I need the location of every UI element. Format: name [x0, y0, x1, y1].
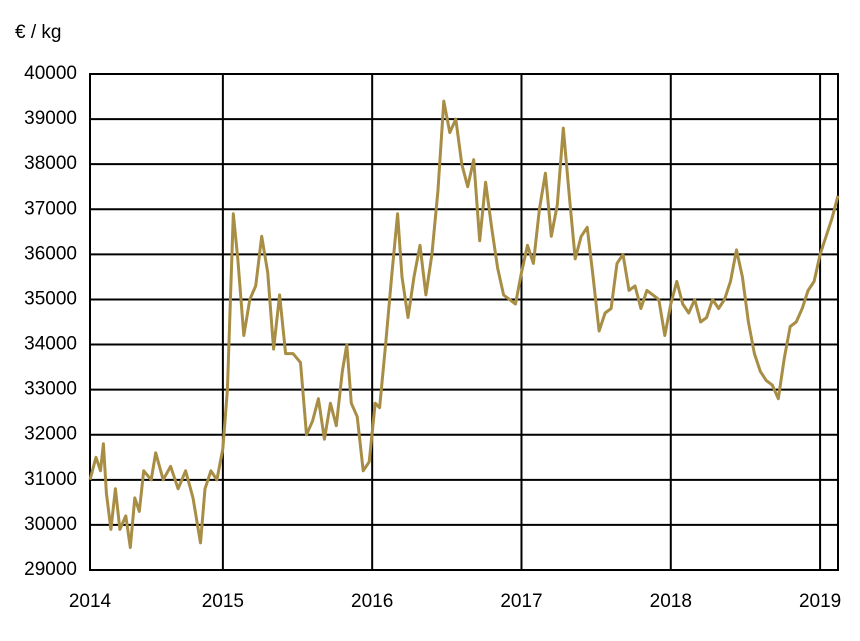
y-tick-label: 30000 [24, 514, 77, 535]
y-tick-label: 34000 [24, 334, 77, 355]
plot-frame [89, 73, 839, 571]
y-tick-label: 38000 [24, 153, 77, 174]
x-tick-label: 2018 [650, 591, 692, 612]
y-tick-label: 31000 [24, 469, 77, 490]
x-tick-label: 2016 [351, 591, 393, 612]
x-tick-label: 2015 [202, 591, 244, 612]
x-tick-label: 2019 [799, 591, 841, 612]
y-tick-label: 39000 [24, 108, 77, 129]
x-tick-label: 2014 [69, 591, 112, 612]
y-tick-label: 36000 [24, 243, 77, 264]
y-tick-label: 40000 [24, 63, 77, 84]
y-tick-label: 32000 [24, 424, 77, 445]
y-tick-label: 29000 [24, 559, 77, 580]
y-tick-label: 35000 [24, 288, 77, 309]
y-axis-label: € / kg [15, 22, 61, 43]
y-tick-label: 37000 [24, 198, 77, 219]
price-line [88, 99, 840, 549]
y-tick-label: 33000 [24, 379, 77, 400]
x-tick-label: 2017 [500, 591, 542, 612]
